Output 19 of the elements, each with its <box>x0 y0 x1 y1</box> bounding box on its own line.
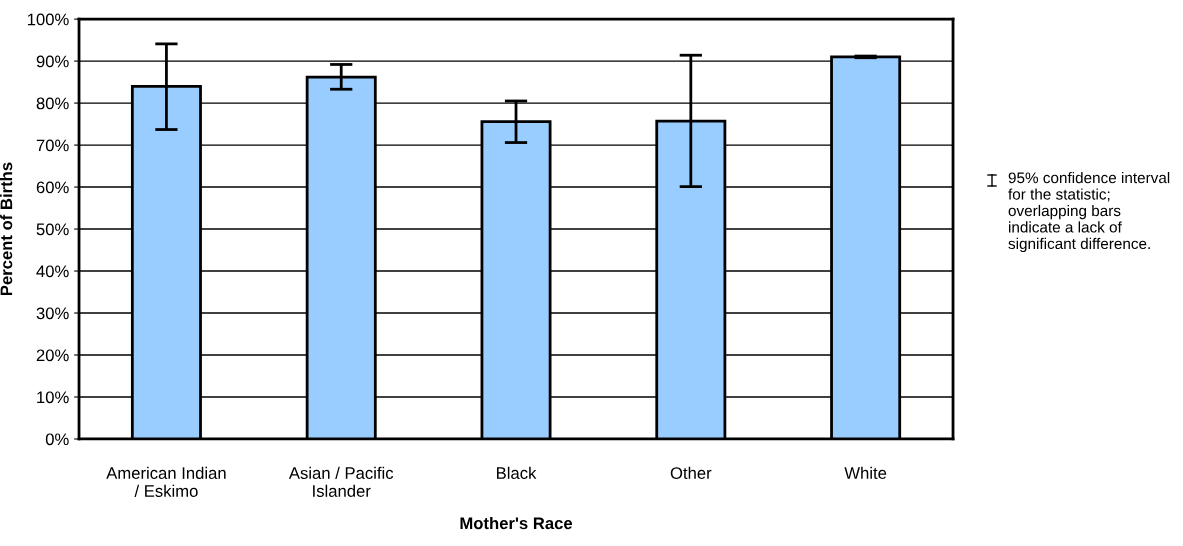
x-tick-label: Black <box>497 466 537 479</box>
y-tick-label: 90% <box>36 55 69 68</box>
y-tick-label: 10% <box>37 391 69 404</box>
y-tick-label: 60% <box>36 181 69 194</box>
x-tick-label: Other <box>670 466 712 479</box>
y-tick-label: 80% <box>36 97 69 110</box>
y-tick-label: 0% <box>45 433 69 446</box>
text: 95% confidence interval for the statistic; overlapping bars indicate a lack of significant difference. <box>1008 172 1170 253</box>
x-tick-label: American Indian / Eskimo <box>106 466 226 497</box>
x-tick-label: Asian / Pacific Islander <box>288 466 394 497</box>
y-tick-label: 50% <box>36 223 69 236</box>
y-axis-title: Percent of Births <box>0 162 13 296</box>
y-tick-label: 70% <box>36 139 69 152</box>
x-axis-title: Mother's Race <box>460 516 573 530</box>
y-tick-label: 100% <box>27 13 69 26</box>
y-tick-label: 40% <box>36 265 69 278</box>
y-tick-label: 30% <box>36 307 69 320</box>
x-tick-label: White <box>844 466 887 479</box>
y-tick-label: 20% <box>36 349 69 362</box>
